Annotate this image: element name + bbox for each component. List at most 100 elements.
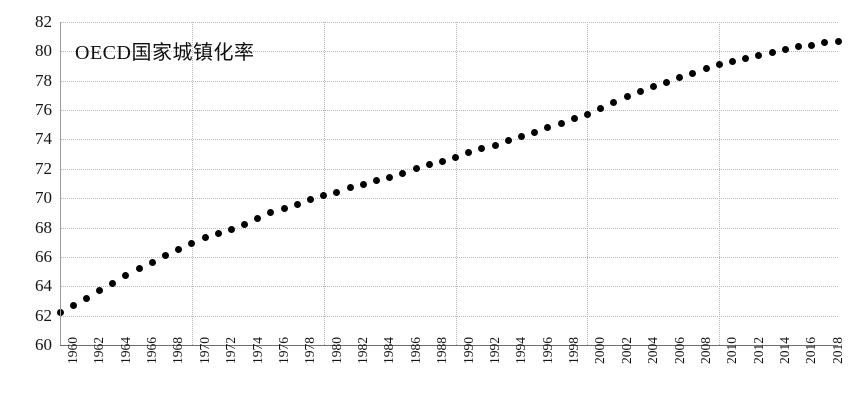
data-point <box>425 160 433 168</box>
data-point <box>465 149 473 157</box>
data-point <box>531 128 539 136</box>
x-tick-label: 1976 <box>275 337 291 364</box>
y-tick-label: 76 <box>35 100 52 120</box>
data-point <box>597 105 605 113</box>
x-tick-label: 1986 <box>407 337 423 364</box>
data-point <box>636 87 644 95</box>
data-point <box>372 177 380 185</box>
data-point <box>715 61 723 69</box>
data-point <box>135 265 143 273</box>
y-tick-label: 74 <box>35 129 52 149</box>
y-tick-label: 78 <box>35 70 52 90</box>
y-tick-label: 62 <box>35 305 52 325</box>
vertical-gridline <box>191 22 193 345</box>
data-point <box>307 196 315 204</box>
horizontal-gridline <box>60 286 838 288</box>
data-point <box>82 294 90 302</box>
x-tick-label: 2016 <box>803 337 819 364</box>
x-tick-label: 1984 <box>381 337 397 364</box>
horizontal-gridline <box>60 22 838 23</box>
y-tick-label: 66 <box>35 246 52 266</box>
x-tick-label: 1988 <box>434 337 450 364</box>
x-tick-label: 2012 <box>750 337 766 364</box>
horizontal-gridline <box>60 227 838 229</box>
data-point <box>122 272 130 280</box>
data-point <box>689 69 697 77</box>
data-point <box>623 93 631 101</box>
vertical-gridline <box>323 22 325 345</box>
horizontal-gridline <box>60 168 838 170</box>
data-point <box>267 209 275 217</box>
data-point <box>214 229 222 237</box>
data-point <box>254 215 262 223</box>
data-point <box>386 174 394 182</box>
horizontal-gridline <box>60 110 838 112</box>
data-point <box>834 37 842 45</box>
x-tick-label: 1982 <box>355 337 371 364</box>
data-point <box>729 58 736 66</box>
x-tick-label: 1978 <box>302 337 318 364</box>
vertical-gridline <box>719 22 721 345</box>
data-point <box>109 279 117 287</box>
data-point <box>663 78 671 86</box>
y-tick-label: 60 <box>35 335 52 354</box>
x-tick-label: 2002 <box>618 337 634 364</box>
data-point <box>333 188 341 196</box>
data-point <box>702 65 710 73</box>
x-tick-label: 1972 <box>223 337 239 364</box>
data-point <box>412 165 420 173</box>
y-tick-label: 64 <box>35 276 52 296</box>
plot-area <box>56 22 842 346</box>
data-point <box>676 74 684 82</box>
data-point <box>438 157 446 165</box>
x-tick-label: 1992 <box>486 337 502 364</box>
data-point <box>794 43 802 51</box>
data-point <box>570 115 578 123</box>
horizontal-gridline <box>60 198 838 200</box>
data-point <box>491 141 499 149</box>
x-tick-label: 2018 <box>829 337 845 364</box>
data-point <box>768 49 776 57</box>
data-point <box>69 301 77 309</box>
y-tick-label: 70 <box>35 188 52 208</box>
data-point <box>610 99 618 107</box>
data-point <box>280 204 288 212</box>
x-tick-label: 2006 <box>671 337 687 364</box>
vertical-gridline <box>455 22 457 345</box>
x-tick-label: 2010 <box>724 337 740 364</box>
horizontal-gridline <box>60 256 838 258</box>
x-tick-label: 1966 <box>144 337 160 364</box>
data-point <box>96 287 104 295</box>
data-point <box>227 225 235 233</box>
y-tick-label: 82 <box>35 12 52 31</box>
data-point <box>504 137 512 145</box>
vertical-gridline <box>587 22 589 345</box>
x-tick-label: 1998 <box>566 337 582 364</box>
horizontal-gridline <box>60 315 838 317</box>
data-point <box>161 251 169 259</box>
data-point <box>452 153 460 161</box>
data-point <box>583 110 591 118</box>
data-point <box>399 169 407 177</box>
data-point <box>821 39 829 47</box>
x-tick-label: 1964 <box>117 337 133 364</box>
horizontal-gridline <box>60 139 838 141</box>
data-point <box>808 41 816 49</box>
y-tick-label: 72 <box>35 158 52 178</box>
data-point <box>649 83 657 91</box>
x-tick-label: 2014 <box>777 337 793 364</box>
data-point <box>241 221 249 229</box>
data-point <box>781 46 789 54</box>
data-point <box>201 234 209 242</box>
horizontal-gridline <box>60 80 838 82</box>
x-tick-label: 1994 <box>513 337 529 364</box>
data-point <box>320 191 328 199</box>
data-point <box>478 144 486 152</box>
x-tick-label: 1970 <box>196 337 212 364</box>
data-point <box>148 259 156 267</box>
data-point <box>544 124 552 132</box>
y-axis-line <box>60 22 61 345</box>
data-point <box>346 184 354 192</box>
data-point <box>755 52 763 60</box>
